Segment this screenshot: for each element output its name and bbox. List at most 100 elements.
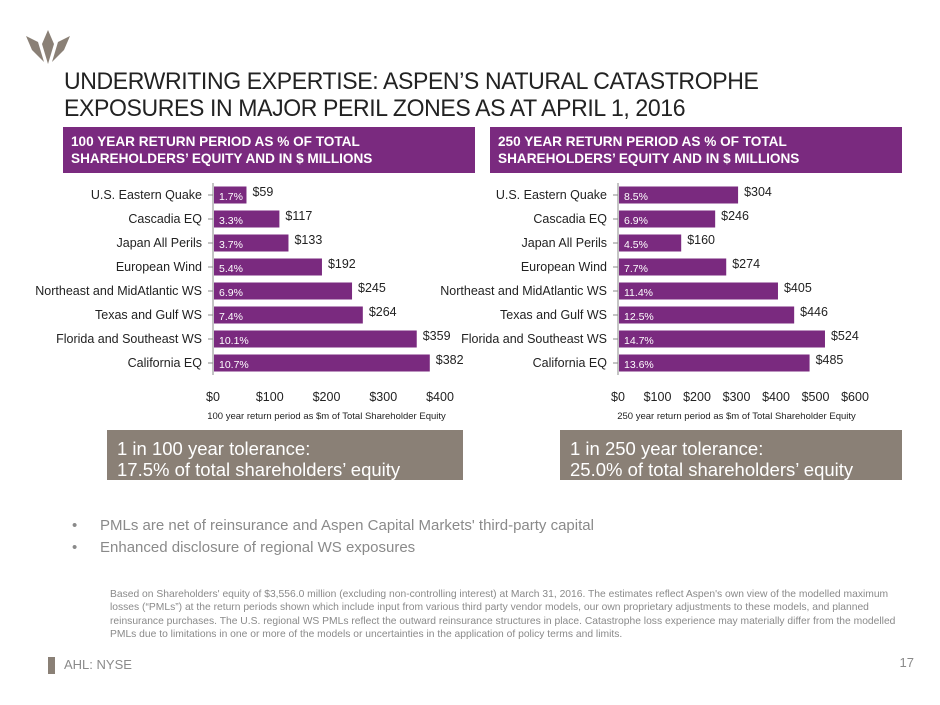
right-chart-percent-label: 8.5% [624,191,648,203]
left-chart-category-label: Japan All Perils [117,236,202,250]
right-chart-value-label: $485 [816,353,844,367]
right-chart-x-tick-label: $500 [802,390,830,404]
left-heading-line-2: SHAREHOLDERS’ EQUITY AND IN $ MILLIONS [71,151,373,166]
left-chart-heading: 100 YEAR RETURN PERIOD AS % OF TOTAL SHA… [63,127,475,173]
tolerance-100-line-1: 1 in 100 year tolerance: [117,438,311,459]
right-chart-percent-label: 7.7% [624,263,648,275]
left-chart-bar [214,258,322,276]
right-heading-line-2: SHAREHOLDERS’ EQUITY AND IN $ MILLIONS [498,151,800,166]
right-chart-value-label: $160 [687,233,715,247]
left-chart-bar [214,234,289,252]
right-chart-x-axis-label: 250 year return period as $m of Total Sh… [617,411,856,422]
right-chart-category-label: Texas and Gulf WS [500,308,607,322]
left-chart-category-label: California EQ [128,356,203,370]
bullet-dot-icon: • [72,539,78,556]
title-line-2: EXPOSURES IN MAJOR PERIL ZONES AS AT APR… [64,95,686,122]
left-chart-value-label: $382 [436,353,464,367]
right-chart-percent-label: 12.5% [624,311,654,323]
right-chart-x-tick-label: $200 [683,390,711,404]
left-chart-percent-label: 10.1% [219,335,249,347]
right-chart-heading: 250 YEAR RETURN PERIOD AS % OF TOTAL SHA… [490,127,902,173]
left-chart-category-label: Northeast and MidAtlantic WS [35,284,202,298]
right-chart-x-tick-label: $600 [841,390,869,404]
left-chart-x-tick-label: $0 [206,390,220,404]
right-chart-x-tick-label: $300 [723,390,751,404]
bullet-list: • PMLs are net of reinsurance and Aspen C… [72,515,872,559]
left-chart-bar [214,186,247,204]
right-chart-value-label: $524 [831,329,859,343]
right-chart-bar [619,234,682,252]
right-chart-percent-label: 11.4% [624,287,653,299]
title-line-1: UNDERWRITING EXPERTISE: ASPEN’S NATURAL … [64,68,759,95]
page-number: 17 [899,655,914,670]
right-chart-bar [619,282,778,300]
tolerance-box-100-year: 1 in 100 year tolerance: 17.5% of total … [107,430,463,480]
right-chart-bar [619,330,825,348]
right-chart-value-label: $405 [784,281,812,295]
left-chart-bar [214,210,280,228]
left-chart-category-label: European Wind [116,260,202,274]
left-chart-value-label: $192 [328,257,356,271]
right-chart-x-tick-label: $400 [762,390,790,404]
right-heading-line-1: 250 YEAR RETURN PERIOD AS % OF TOTAL [498,134,787,149]
bullet-item: • PMLs are net of reinsurance and Aspen C… [72,515,872,537]
right-chart-category-label: European Wind [521,260,607,274]
left-chart-bar [214,282,353,300]
tolerance-box-250-year: 1 in 250 year tolerance: 25.0% of total … [560,430,902,480]
right-chart-category-label: Northeast and MidAtlantic WS [440,284,607,298]
page-title: UNDERWRITING EXPERTISE: ASPEN’S NATURAL … [64,68,835,122]
left-chart-value-label: $133 [294,233,322,247]
right-chart-category-label: Japan All Perils [522,236,607,250]
chart-250-year: U.S. Eastern Quake 8.5% $304 Cascadia EQ 6.9… [440,183,869,422]
left-chart-category-label: Texas and Gulf WS [95,308,202,322]
right-chart-bar [619,258,727,276]
stock-ticker: AHL: NYSE [64,657,132,672]
left-chart-percent-label: 5.4% [219,263,243,275]
right-chart-value-label: $246 [721,209,749,223]
left-chart-value-label: $117 [285,209,312,223]
footnote: Based on Shareholders' equity of $3,556.… [110,589,896,641]
left-chart-value-label: $359 [423,329,451,343]
bullet-text: PMLs are net of reinsurance and Aspen Ca… [100,517,594,534]
right-chart-percent-label: 13.6% [624,359,654,371]
right-chart-bar [619,354,810,372]
right-chart-category-label: Florida and Southeast WS [461,332,607,346]
left-heading-line-1: 100 YEAR RETURN PERIOD AS % OF TOTAL [71,134,360,149]
bullet-text: Enhanced disclosure of regional WS expos… [100,539,416,556]
left-chart-percent-label: 7.4% [219,311,243,323]
right-chart-category-label: U.S. Eastern Quake [496,188,607,202]
right-chart-bar [619,210,716,228]
left-chart-x-tick-label: $100 [256,390,284,404]
left-chart-percent-label: 10.7% [219,359,249,371]
left-chart-percent-label: 6.9% [219,287,243,299]
left-chart-category-label: Cascadia EQ [128,212,202,226]
left-chart-percent-label: 3.7% [219,239,243,251]
right-chart-category-label: Cascadia EQ [533,212,607,226]
left-chart-value-label: $59 [252,185,273,199]
left-chart-category-label: U.S. Eastern Quake [91,188,202,202]
tolerance-100-line-2: 17.5% of total shareholders’ equity [117,459,401,480]
right-chart-bar [619,306,795,324]
left-chart-percent-label: 1.7% [219,191,243,203]
left-chart-bar [214,354,430,372]
right-chart-percent-label: 4.5% [624,239,648,251]
bullet-dot-icon: • [72,517,78,534]
right-chart-value-label: $274 [732,257,760,271]
tolerance-250-line-2: 25.0% of total shareholders’ equity [570,459,854,480]
left-chart-bar [214,330,417,348]
chart-100-year: U.S. Eastern Quake 1.7% $59 Cascadia EQ 3.3%… [35,183,464,422]
right-chart-percent-label: 6.9% [624,215,648,227]
right-chart-value-label: $304 [744,185,772,199]
left-chart-x-tick-label: $400 [426,390,454,404]
left-chart-percent-label: 3.3% [219,215,243,227]
left-chart-x-tick-label: $200 [313,390,341,404]
right-chart-percent-label: 14.7% [624,335,654,347]
left-chart-value-label: $245 [358,281,386,295]
right-chart-x-tick-label: $0 [611,390,625,404]
right-chart-value-label: $446 [800,305,828,319]
bullet-item: • Enhanced disclosure of regional WS expo… [72,537,872,559]
aspen-logo-icon [26,30,70,64]
left-chart-bar [214,306,363,324]
right-chart-bar [619,186,739,204]
left-chart-value-label: $264 [369,305,397,319]
